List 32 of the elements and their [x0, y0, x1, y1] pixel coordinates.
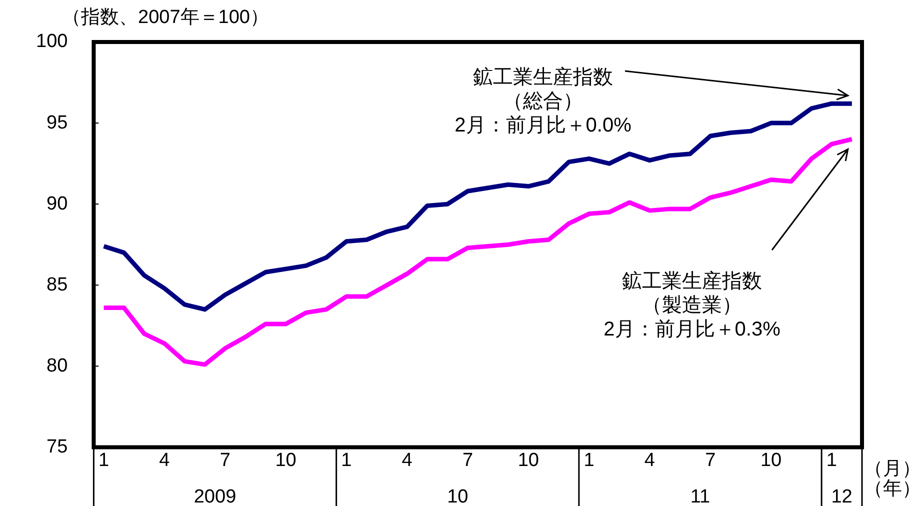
x-tick-label: 1 — [98, 450, 110, 471]
annotation: 鉱工業生産指数 — [622, 270, 762, 293]
text: （年） — [864, 478, 919, 500]
text: 12 — [831, 486, 852, 506]
annotation: （総合） — [503, 90, 583, 113]
y-tick-label: 80 — [46, 355, 68, 376]
annotation: （製造業） — [642, 294, 742, 317]
x-tick-label: 4 — [644, 450, 656, 471]
y-tick-label: 90 — [46, 193, 68, 214]
text: 11 — [690, 486, 710, 506]
x-tick-label: 10 — [760, 450, 782, 471]
x-tick-label: 10 — [518, 450, 539, 471]
annotation: 2月：前月比＋0.0% — [454, 114, 632, 137]
x-tick-label: 4 — [402, 450, 413, 471]
x-tick-label: 7 — [462, 450, 474, 471]
y-tick-label: 100 — [36, 31, 68, 52]
x-tick-label: 7 — [220, 450, 230, 471]
x-tick-label: 7 — [705, 450, 716, 471]
annotation: 鉱工業生産指数 — [473, 66, 613, 89]
x-tick-label: 4 — [159, 450, 170, 471]
x-tick-label: 10 — [275, 450, 296, 471]
annotation: 2月：前月比＋0.3% — [604, 318, 781, 341]
x-axis-title: （月） — [864, 458, 919, 480]
text: 10 — [447, 486, 468, 506]
y-tick-label: 95 — [46, 112, 68, 134]
y-tick-label: 85 — [46, 274, 68, 296]
y-tick-label: 75 — [46, 436, 68, 458]
x-tick-label: 1 — [341, 450, 352, 471]
x-tick-label: 1 — [826, 450, 837, 471]
y-axis-title: （指数、2007年＝100） — [62, 7, 269, 28]
text: 2009 — [194, 486, 236, 506]
x-tick-label: 1 — [584, 450, 594, 471]
